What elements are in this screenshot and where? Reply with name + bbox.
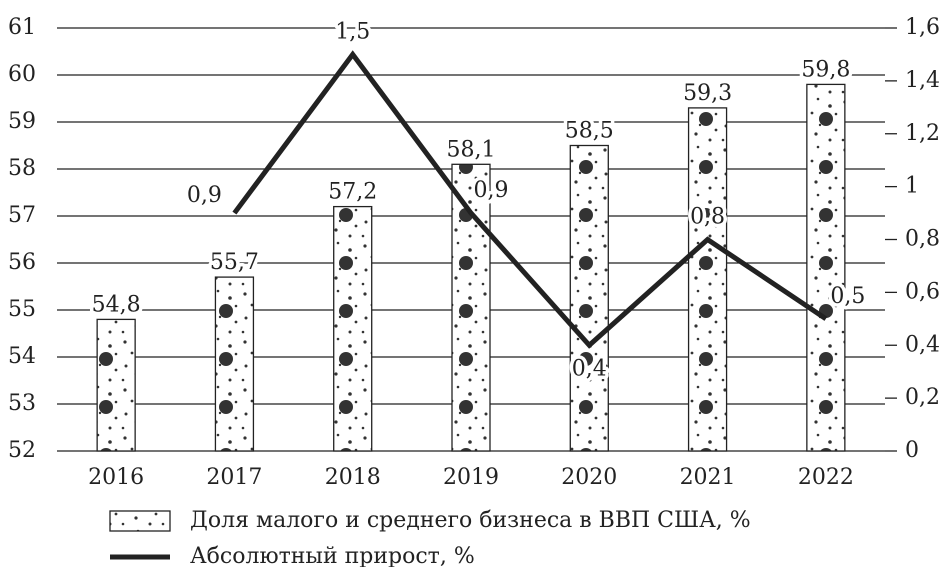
- x-tick-label: 2021: [680, 465, 736, 490]
- bar-value-label: 55,7: [210, 250, 259, 275]
- y-tick-label: 60: [8, 62, 36, 87]
- y2-tick-label: 1,4: [905, 68, 940, 93]
- legend-label: Доля малого и среднего бизнеса в ВВП США…: [190, 508, 751, 533]
- bar: [451, 163, 491, 452]
- y2-tick-label: 0,8: [905, 227, 940, 252]
- y-tick-label: 61: [8, 15, 36, 40]
- y2-tick-label: 1,6: [905, 15, 940, 40]
- bar-value-label: 59,3: [683, 81, 732, 106]
- y2-tick-label: 1,2: [905, 121, 940, 146]
- line-value-label: 0,5: [830, 284, 865, 309]
- y2-tick-label: 0,6: [905, 279, 940, 304]
- y-tick-label: 55: [8, 297, 36, 322]
- x-tick-label: 2016: [88, 465, 144, 490]
- x-tick-label: 2017: [206, 465, 262, 490]
- y-tick-label: 53: [8, 391, 36, 416]
- y-tick-label: 54: [8, 344, 36, 369]
- line-value-label: 0,4: [572, 356, 607, 381]
- x-tick-label: 2018: [325, 465, 381, 490]
- y2-tick-label: 0: [905, 438, 919, 463]
- y-tick-label: 59: [8, 109, 36, 134]
- bar: [214, 276, 255, 452]
- bar: [806, 83, 846, 452]
- y-tick-label: 56: [8, 250, 36, 275]
- x-tick-label: 2019: [443, 465, 499, 490]
- legend-label: Абсолютный прирост, %: [190, 544, 475, 567]
- legend-swatch: [109, 510, 171, 532]
- bar: [333, 205, 373, 452]
- bar-value-label: 58,1: [447, 137, 496, 162]
- y-tick-label: 52: [8, 438, 36, 463]
- x-tick-label: 2020: [561, 465, 617, 490]
- line-value-label: 1,5: [335, 19, 370, 44]
- line-value-label: 0,9: [474, 178, 509, 203]
- y2-tick-label: 0,4: [905, 332, 940, 357]
- y-tick-label: 58: [8, 156, 36, 181]
- line: [232, 50, 828, 349]
- bar: [687, 107, 728, 452]
- y2-tick-label: 0,2: [905, 385, 940, 410]
- line-value-label: 0,9: [187, 183, 222, 208]
- bar-value-label: 54,8: [92, 292, 141, 317]
- bar-value-label: 59,8: [801, 57, 850, 82]
- bar-value-label: 58,5: [565, 119, 614, 144]
- y2-tick-label: 1: [905, 174, 919, 199]
- bar-value-label: 57,2: [328, 180, 377, 205]
- y-tick-label: 57: [8, 203, 36, 228]
- x-tick-label: 2022: [798, 465, 854, 490]
- line-value-label: 0,8: [690, 205, 725, 230]
- bar: [569, 144, 609, 452]
- bar: [96, 318, 136, 452]
